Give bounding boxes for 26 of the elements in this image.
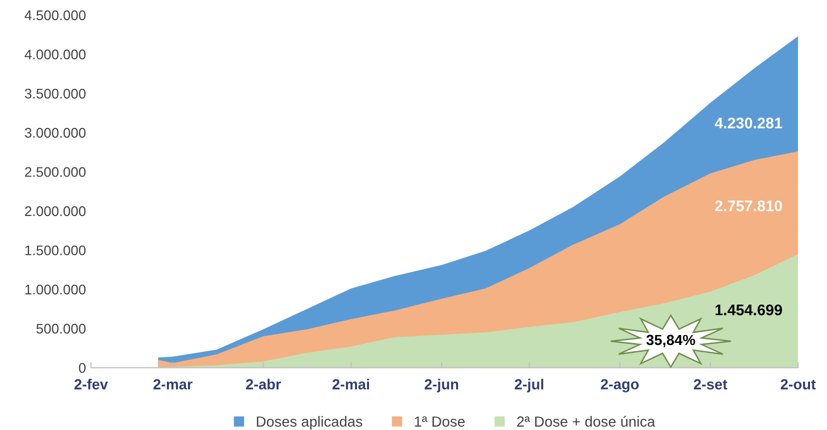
legend-label: 2ª Dose + dose única (517, 416, 656, 427)
annotation: 35,84% (646, 334, 696, 348)
y-tick-label: 500.000 (36, 324, 86, 334)
x-tick-label: 2-jul (514, 378, 544, 392)
y-tick-label: 4.000.000 (24, 50, 86, 60)
y-tick-label: 2.500.000 (25, 167, 86, 177)
annotation: 4.230.281 (714, 118, 782, 128)
x-tick-label: 2-set (694, 379, 728, 390)
legend-label: Doses aplicadas (256, 416, 362, 430)
x-tick-label: 2-mar (153, 379, 192, 390)
x-tick-label: 2-out (780, 379, 816, 390)
y-tick-label: 1.500.000 (25, 245, 86, 256)
y-tick-label: 1.000.000 (25, 284, 86, 294)
annotation: 1.454.699 (716, 304, 782, 316)
y-tick-label: 3.500.000 (24, 88, 86, 99)
legend-label: 1ª Dose (414, 416, 465, 427)
annotation: 2.757.810 (715, 200, 782, 212)
x-tick-label: 2-jun (424, 378, 458, 392)
y-tick-label: 0 (78, 362, 86, 373)
x-tick-label: 2-ago (600, 379, 639, 392)
x-tick-label: 2-mai (332, 378, 370, 390)
y-tick-label: 3.000.000 (24, 128, 86, 138)
y-tick-label: 2.000.000 (25, 206, 86, 216)
y-tick-label: 4.500.000 (24, 10, 86, 20)
x-tick-label: 2-fev (74, 378, 108, 390)
x-tick-label: 2-abr (246, 378, 281, 390)
